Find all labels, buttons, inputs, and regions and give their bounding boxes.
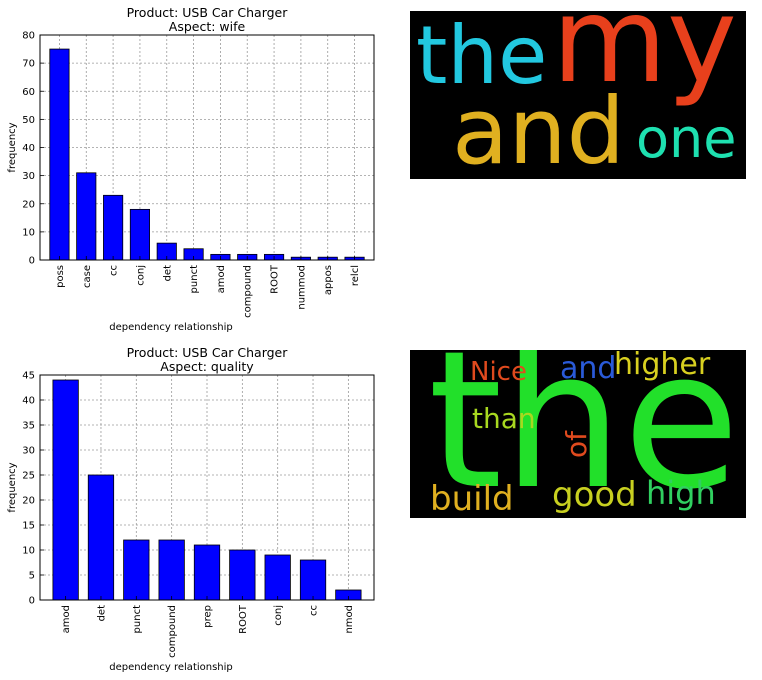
plot-frame [39, 34, 375, 261]
bar-poss [49, 48, 70, 261]
x-axis-label: dependency relationship [109, 662, 233, 673]
y-tick-label: 30 [22, 171, 35, 182]
x-tick-label: conj [273, 605, 284, 626]
y-tick-label: 20 [22, 199, 35, 210]
word-cloud-wife: my the and one [410, 11, 746, 179]
x-tick-label: amod [216, 265, 227, 293]
y-tick-label: 60 [22, 87, 35, 98]
word-build: build [430, 479, 514, 518]
y-axis-label: frequency [7, 122, 18, 172]
chart-subtitle: Aspect: wife [169, 19, 246, 34]
bar-conj [129, 208, 150, 261]
word-the: the [416, 11, 547, 102]
y-tick-label: 70 [22, 59, 35, 70]
x-tick-label: punct [132, 605, 143, 634]
bar-case [76, 172, 97, 261]
word-of: of [560, 430, 593, 458]
word-than: than [472, 402, 536, 435]
y-tick-label: 50 [22, 115, 35, 126]
x-tick-label: appos [323, 265, 334, 295]
bar-prep [193, 544, 221, 601]
word-high: high [646, 474, 716, 512]
x-tick-label: relcl [350, 265, 361, 286]
y-tick-label: 0 [29, 256, 35, 267]
x-tick-label: compound [243, 265, 254, 318]
x-tick-label: conj [135, 265, 146, 286]
y-tick-label: 45 [22, 371, 35, 382]
bar-compound [158, 539, 185, 601]
x-tick-label: compound [167, 605, 178, 658]
x-tick-label: det [162, 265, 173, 282]
y-tick-label: 10 [22, 227, 35, 238]
y-tick-label: 80 [22, 31, 35, 42]
bar-cc [103, 194, 124, 261]
word-and: and [560, 351, 616, 386]
word-one: one [636, 107, 737, 170]
bar-ROOT [229, 549, 256, 601]
x-tick-label: ROOT [270, 264, 281, 294]
x-tick-label: punct [189, 265, 200, 294]
bar-conj [264, 554, 291, 601]
x-tick-label: nmod [344, 605, 355, 634]
bar-amod [52, 379, 79, 601]
plot-frame [39, 374, 375, 601]
x-tick-label: cc [309, 605, 320, 616]
bar-punct [123, 539, 150, 601]
word-the: the [428, 350, 740, 518]
x-tick-label: ROOT [238, 604, 249, 634]
y-tick-label: 40 [22, 396, 35, 407]
x-tick-label: nummod [296, 265, 307, 310]
x-tick-label: poss [55, 265, 66, 288]
x-tick-label: amod [61, 605, 72, 633]
bar-det [87, 474, 115, 601]
bar-cc [299, 559, 327, 601]
chart-title: Product: USB Car Charger [127, 345, 289, 360]
x-tick-label: cc [109, 265, 120, 276]
y-axis-label: frequency [7, 462, 18, 512]
y-tick-label: 40 [22, 143, 35, 154]
x-tick-label: case [82, 265, 93, 288]
word-my: my [552, 11, 737, 109]
y-tick-label: 15 [22, 521, 35, 532]
chart-title: Product: USB Car Charger [127, 5, 289, 20]
y-tick-label: 20 [22, 496, 35, 507]
chart-subtitle: Aspect: quality [160, 359, 254, 374]
x-axis-label: dependency relationship [109, 322, 233, 333]
word-cloud-quality: the Nice and higher than of build good h… [410, 350, 746, 518]
y-tick-label: 0 [29, 596, 35, 607]
x-tick-label: det [96, 605, 107, 622]
word-nice: Nice [470, 357, 527, 387]
word-and: and [452, 78, 625, 179]
word-higher: higher [614, 350, 711, 382]
y-tick-label: 30 [22, 446, 35, 457]
y-tick-label: 5 [29, 571, 35, 582]
x-tick-label: prep [203, 605, 214, 628]
y-tick-label: 35 [22, 421, 35, 432]
word-good: good [552, 475, 637, 515]
y-tick-label: 25 [22, 471, 35, 482]
y-tick-label: 10 [22, 546, 35, 557]
